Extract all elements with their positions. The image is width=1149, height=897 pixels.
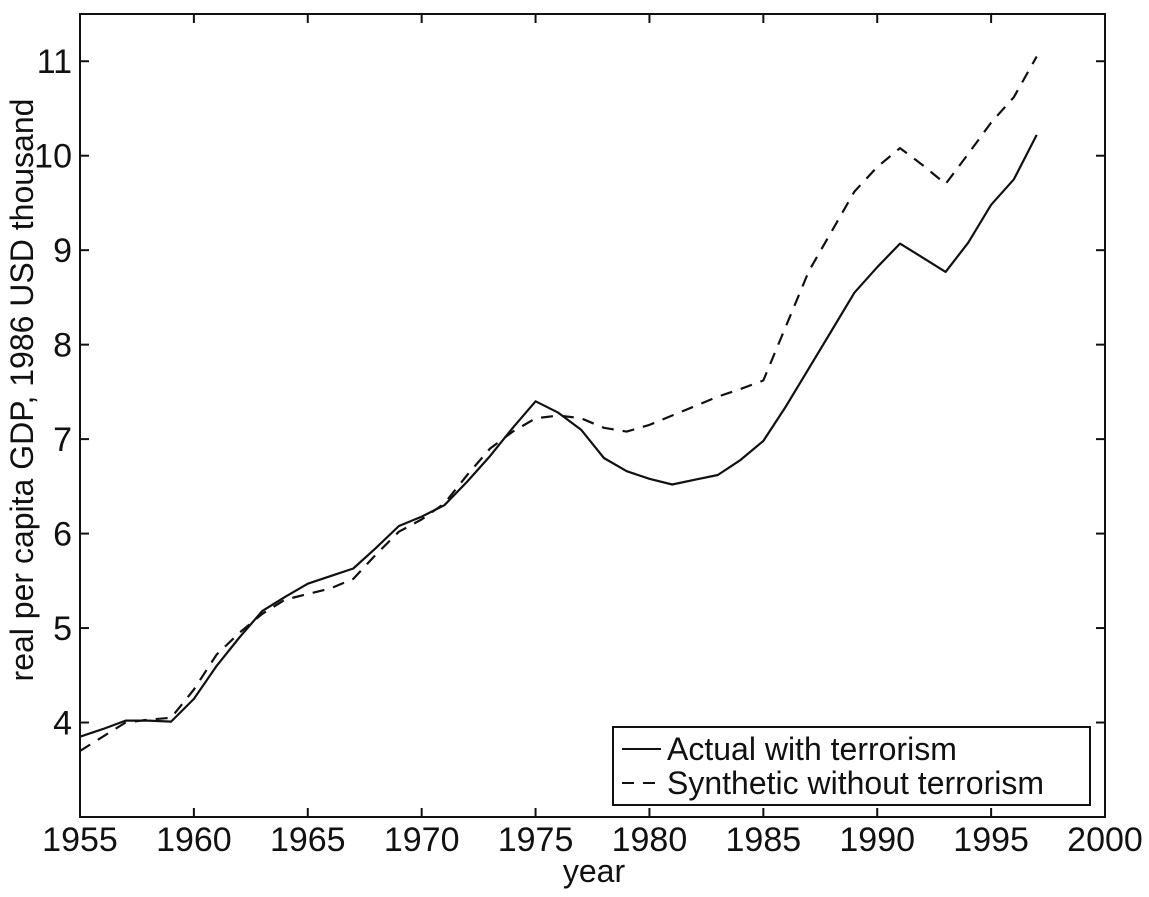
- y-tick-label: 8: [53, 327, 72, 365]
- x-tick-labels: 1955 1960 1965 1970 1975 1980 1985 1990 1995 2000: [42, 821, 1143, 859]
- series-line-synthetic: [79, 55, 1038, 752]
- x-tick-label: 1960: [156, 821, 232, 859]
- y-tick-label: 11: [37, 43, 72, 81]
- x-tick-label: 1975: [498, 821, 574, 859]
- x-tick-label: 1990: [839, 821, 915, 859]
- legend-box: [612, 726, 1091, 806]
- y-tick-label: 6: [53, 516, 72, 554]
- x-tick-label: 1955: [42, 821, 118, 859]
- y-tick-label: 7: [53, 421, 72, 459]
- legend-label-synthetic: Synthetic without terrorism: [667, 765, 1044, 801]
- x-tick-label: 2000: [1067, 821, 1143, 859]
- x-tick-label: 1965: [270, 821, 346, 859]
- y-tick-label: 4: [53, 705, 72, 743]
- plot-area-frame: [79, 13, 1106, 818]
- x-axis-label: year: [563, 853, 626, 889]
- y-tick-labels: 4 5 6 7 8 9 10 11: [34, 43, 72, 742]
- y-axis-label: real per capita GDP, 1986 USD thousand: [4, 99, 40, 682]
- series-line-actual: [79, 134, 1038, 738]
- legend: Actual with terrorism Synthetic without …: [612, 726, 1091, 806]
- y-tick-label: 9: [53, 232, 72, 270]
- x-tick-label: 1970: [384, 821, 460, 859]
- x-tick-label: 1985: [726, 821, 802, 859]
- series-lines: [79, 55, 1038, 752]
- y-tick-label: 5: [53, 610, 72, 648]
- legend-label-actual: Actual with terrorism: [667, 731, 957, 767]
- x-tick-label: 1980: [612, 821, 688, 859]
- axis-ticks: [79, 14, 1106, 817]
- x-tick-label: 1995: [953, 821, 1029, 859]
- y-tick-label: 10: [34, 138, 72, 176]
